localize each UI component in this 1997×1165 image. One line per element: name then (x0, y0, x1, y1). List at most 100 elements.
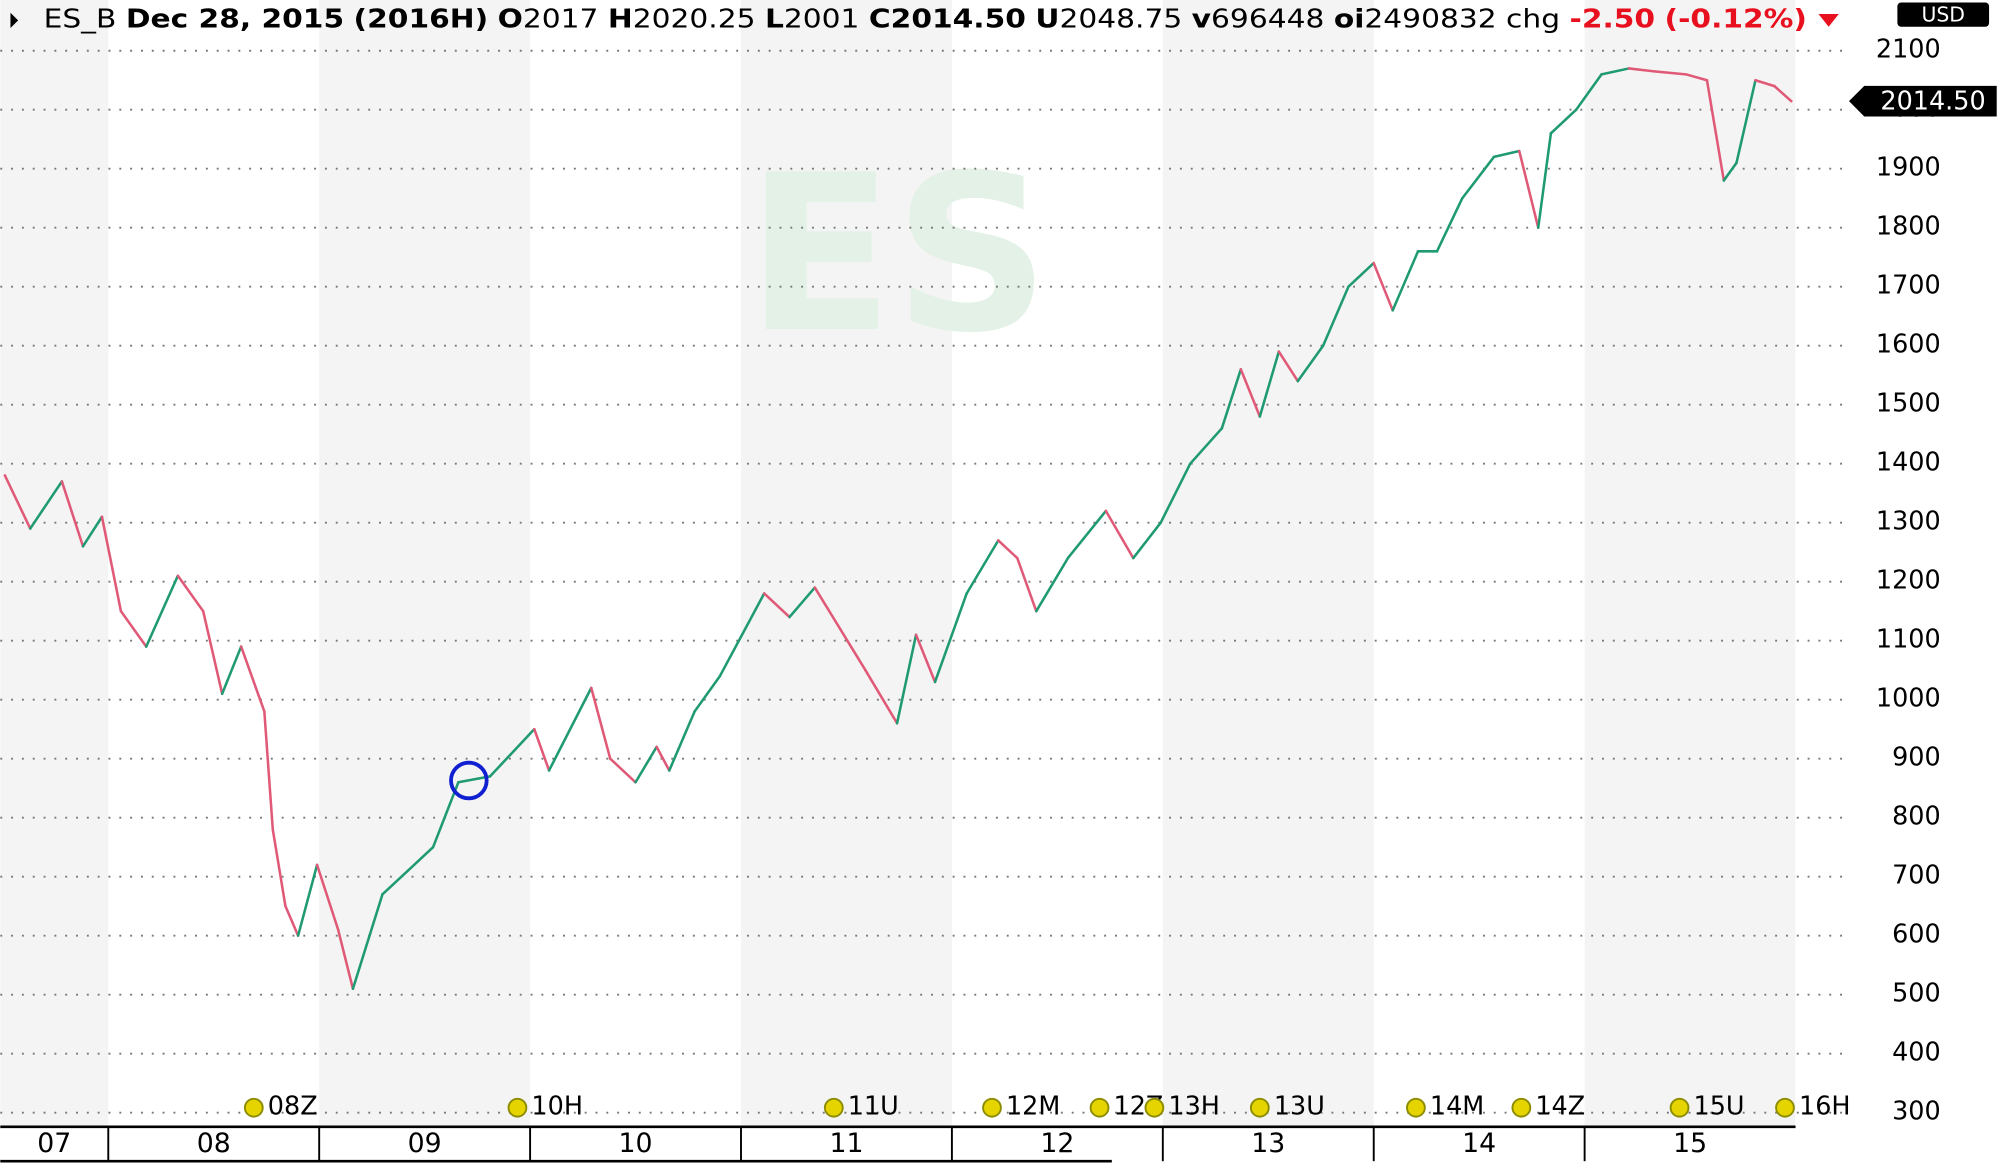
price-segment (1104, 509, 1135, 560)
price-segment (668, 710, 696, 772)
y-tick-label: 800 (1892, 802, 1941, 832)
quote-label: H (608, 4, 633, 34)
rollover-dot (507, 1097, 528, 1118)
price-segment (864, 668, 899, 725)
price-segment (1549, 108, 1578, 135)
y-tick-label: 600 (1892, 920, 1941, 950)
price-segment (239, 645, 266, 713)
quote-value: 2001 (784, 4, 860, 34)
quote-value: 2020.25 (633, 4, 756, 34)
price-segment (201, 609, 224, 696)
x-tick-label: 14 (1462, 1128, 1496, 1159)
price-segment (547, 686, 593, 772)
price-segment (1258, 350, 1281, 418)
quote-value: 2048.75 (1059, 4, 1182, 34)
y-tick-label: 400 (1892, 1038, 1941, 1068)
rollover-dot (243, 1097, 264, 1118)
quote-label: L (765, 4, 784, 34)
quote-label: v (1192, 4, 1212, 34)
year-band (1584, 0, 1796, 1127)
price-segment (100, 515, 123, 613)
price-segment (336, 928, 355, 991)
year-band (319, 0, 531, 1127)
price-series (3, 67, 1793, 991)
rollover-dot (1511, 1097, 1532, 1118)
year-band (741, 0, 952, 1127)
price-segment (1277, 350, 1300, 383)
price-segment (718, 592, 766, 678)
price-tag-label: 2014.50 (1880, 86, 1985, 116)
price-segment (589, 686, 612, 760)
price-segment (1391, 250, 1420, 312)
rollover-label: 14M (1430, 1092, 1484, 1122)
y-tick-label: 500 (1892, 979, 1941, 1009)
axis: 07 08 09 10 11 12 13 14 15 300 400 500 600 700 800 900 1… (0, 35, 1997, 1163)
price-segment (351, 893, 384, 991)
quote-header: ES_B Dec 28, 2015 (2016H) O 2017 H 2020.25… (44, 4, 1807, 34)
price-segment (1684, 73, 1709, 82)
price-segment (1754, 78, 1776, 88)
quote-label: C (869, 4, 891, 34)
y-tick-label: 1800 (1876, 212, 1941, 242)
y-tick-label: 1300 (1876, 507, 1941, 537)
rollover-label: 10H (531, 1092, 583, 1122)
watermark: ES (746, 129, 1050, 381)
x-tick-label: 07 (37, 1128, 71, 1159)
price-segment (488, 727, 536, 778)
price-segment (1159, 462, 1192, 524)
price-segment (1296, 344, 1325, 383)
price-segment (914, 633, 937, 684)
x-tick-label: 12 (1040, 1128, 1074, 1159)
price-segment (762, 592, 791, 619)
annotation-circle (449, 760, 489, 801)
rollover-label: 12M (1006, 1092, 1060, 1122)
y-tick-label: 1400 (1876, 448, 1941, 478)
year-band (0, 0, 109, 1127)
price-segment (1722, 161, 1738, 182)
price-segment (176, 574, 205, 613)
rollover-label: 15U (1694, 1092, 1745, 1122)
price-segment (81, 515, 104, 548)
price-segment (1574, 73, 1603, 112)
x-tick-label: 09 (408, 1128, 442, 1159)
quote-value: 2017 (523, 4, 599, 34)
price-segment (1016, 556, 1038, 613)
price-segment (1321, 285, 1350, 347)
x-tick-label: 08 (197, 1128, 231, 1159)
price-segment (1461, 155, 1496, 200)
price-segment (263, 710, 275, 831)
down-arrow (1818, 14, 1839, 27)
price-segment (1652, 70, 1688, 76)
rollover-label: 14Z (1535, 1092, 1585, 1122)
rollover-dot (1406, 1097, 1426, 1118)
y-tick-label: 1600 (1876, 330, 1941, 360)
price-segment (315, 863, 340, 932)
rollover-dot (1144, 1097, 1165, 1118)
expand-arrow[interactable] (10, 12, 19, 29)
price-segment (895, 633, 918, 725)
price-segment (28, 480, 64, 530)
rollover-dot (1089, 1097, 1110, 1118)
rollover-dot (1775, 1097, 1795, 1118)
price-segment (296, 863, 319, 937)
price-segment (381, 869, 410, 896)
price-segment (1188, 427, 1224, 465)
price-segment (1705, 78, 1726, 182)
rollover-dot (823, 1097, 844, 1118)
currency: USD (1921, 2, 1965, 26)
price-segment (1220, 368, 1243, 430)
y-tick-label: 1100 (1876, 625, 1941, 655)
rollover-label: 13H (1168, 1092, 1220, 1122)
price-segment (284, 904, 300, 937)
price-segment (144, 574, 180, 648)
price-segment (965, 539, 1000, 595)
contract: (2016H) (354, 4, 489, 34)
price-segment (1239, 368, 1262, 418)
rollover-dot (982, 1097, 1002, 1118)
quote-value: 2014.50 (891, 4, 1026, 34)
price-segment (1600, 67, 1631, 76)
y-tick-label: 1500 (1876, 389, 1941, 419)
price-segment (1347, 261, 1375, 288)
